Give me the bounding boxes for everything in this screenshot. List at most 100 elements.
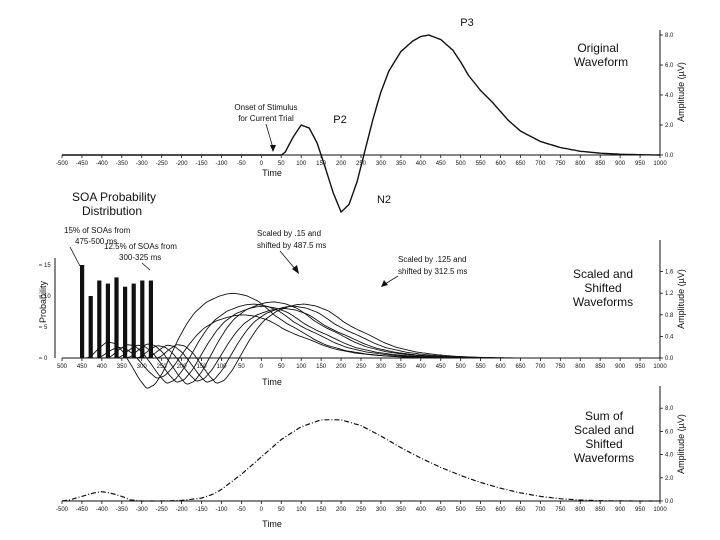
original-xtick-label: 350 <box>396 161 407 167</box>
scaled-ytick-label: 0.0 <box>665 356 674 362</box>
original-xtick-label: 500 <box>456 161 467 167</box>
p2-label: P2 <box>333 114 346 126</box>
sum-xtick-label: 0 <box>260 507 264 513</box>
scaled-xtick-label: 900 <box>615 364 626 370</box>
scaled-xtick-label: 650 <box>515 364 526 370</box>
original-xtick-label: 450 <box>436 161 447 167</box>
scaled-xtick-label: 300 <box>376 364 387 370</box>
original-xtick-label: -200 <box>176 161 189 167</box>
sum-xtick-label: -250 <box>156 507 169 513</box>
sum-xtick-label: 500 <box>456 507 467 513</box>
soa-bar <box>140 280 145 358</box>
scaled-xtick-label: 850 <box>595 364 606 370</box>
original-xtick-label: 850 <box>595 161 606 167</box>
sum-xtick-label: 350 <box>396 507 407 513</box>
original-xtick-label: 750 <box>555 161 566 167</box>
scaled-xtick-label: 500 <box>57 364 68 370</box>
sum-xtick-label: 250 <box>356 507 367 513</box>
scaled-annot-2-arrow <box>384 275 399 285</box>
original-xtick-label: -100 <box>215 161 228 167</box>
original-xtick-label: -400 <box>96 161 109 167</box>
soa-bar <box>97 280 102 358</box>
sum-xtick-label: -150 <box>196 507 209 513</box>
sum-ytick-label: 2.0 <box>665 476 674 482</box>
soa-annot-2-pointer <box>141 262 151 271</box>
sum-xtick-label: 300 <box>376 507 387 513</box>
scaled-xtick-label: 500 <box>456 364 467 370</box>
original-xtick-label: 0 <box>260 161 264 167</box>
onset-label-line-2: for Current Trial <box>238 114 294 123</box>
sum-ylabel: Amplitude (µV) <box>676 414 686 474</box>
scaled-annot-1-line-2: shifted by 487.5 ms <box>257 241 326 250</box>
sum-ytick-label: 0.0 <box>665 499 674 505</box>
sum-xtick-label: -450 <box>76 507 89 513</box>
sum-xtick-label: 850 <box>595 507 606 513</box>
sum-xtick-label: 450 <box>436 507 447 513</box>
scaled-annot-1-line-1: Scaled by .15 and <box>257 229 321 238</box>
scaled-xtick-label: 300 <box>137 364 148 370</box>
panel-scaled: SOA Probability Distribution 15% of SOAs… <box>38 190 686 389</box>
sum-xtick-label: -50 <box>237 507 246 513</box>
sum-title-line-2: Scaled and <box>574 423 634 437</box>
sum-xtick-label: 900 <box>615 507 626 513</box>
sum-xtick-label: 200 <box>336 507 347 513</box>
prob-ytick-label: 0 <box>44 356 48 362</box>
original-xtick-label: -300 <box>136 161 149 167</box>
scaled-ytick-label: 0.4 <box>665 334 674 340</box>
original-xtick-label: -150 <box>196 161 209 167</box>
sum-xtick-label: -200 <box>176 507 189 513</box>
scaled-xlabel: Time <box>262 377 282 387</box>
original-ytick-label: 0.0 <box>665 153 674 159</box>
soa-bar <box>88 296 93 358</box>
scaled-annot-1-arrow <box>279 250 297 271</box>
original-xtick-label: -350 <box>116 161 129 167</box>
scaled-xtick-label: 250 <box>157 364 168 370</box>
sum-xtick-label: -400 <box>96 507 109 513</box>
soa-bar <box>131 283 136 358</box>
soa-bar <box>114 277 119 358</box>
soa-bar <box>148 280 153 358</box>
soa-bar <box>105 283 110 358</box>
scaled-xtick-label: 600 <box>496 364 507 370</box>
p3-label: P3 <box>460 17 473 29</box>
sum-title-line-1: Sum of <box>585 409 624 423</box>
sum-xtick-label: 800 <box>575 507 586 513</box>
scaled-xtick-label: 400 <box>97 364 108 370</box>
sum-xtick-label: 150 <box>316 507 327 513</box>
scaled-xtick-label: 750 <box>555 364 566 370</box>
prob-ytick-label: 5 <box>44 325 48 331</box>
sum-xtick-label: 100 <box>296 507 307 513</box>
scaled-xtick-label: 1000 <box>653 364 667 370</box>
sum-xtick-label: 650 <box>515 507 526 513</box>
original-title-line-1: Original <box>577 41 618 55</box>
original-xtick-label: -50 <box>237 161 246 167</box>
soa-title-line-1: SOA Probability <box>72 190 156 204</box>
scaled-annot-2-line-1: Scaled by .125 and <box>398 255 467 264</box>
sum-xtick-label: -300 <box>136 507 149 513</box>
original-xtick-label: -250 <box>156 161 169 167</box>
sum-ytick-label: 6.0 <box>665 429 674 435</box>
prob-ytick-label: 10 <box>44 294 51 300</box>
scaled-title-line-2: Shifted <box>584 281 621 295</box>
onset-arrow <box>265 123 274 149</box>
scaled-xtick-label: 150 <box>316 364 327 370</box>
scaled-xtick-label: 350 <box>396 364 407 370</box>
original-xtick-label: 200 <box>336 161 347 167</box>
sum-xtick-label: 550 <box>476 507 487 513</box>
original-xtick-label: 600 <box>496 161 507 167</box>
prob-ylabel: Probability <box>38 280 48 323</box>
sum-title-line-3: Shifted <box>585 437 622 451</box>
scaled-ytick-label: 1.6 <box>665 270 674 276</box>
original-xtick-label: 400 <box>416 161 427 167</box>
scaled-xtick-label: 550 <box>476 364 487 370</box>
scaled-xtick-label: 150 <box>197 364 208 370</box>
sum-waveform-line <box>61 419 660 502</box>
n2-label: N2 <box>377 194 391 206</box>
sum-xtick-label: 950 <box>635 507 646 513</box>
soa-bar <box>123 286 128 358</box>
original-xtick-label: 150 <box>316 161 327 167</box>
panel-sum: -500 -450 -400 -350 -300 -250 -200 -150 -100 -50 0… <box>56 386 686 529</box>
scaled-waveform-line <box>62 303 660 384</box>
soa-annot-1-line-1: 15% of SOAs from <box>64 226 131 235</box>
